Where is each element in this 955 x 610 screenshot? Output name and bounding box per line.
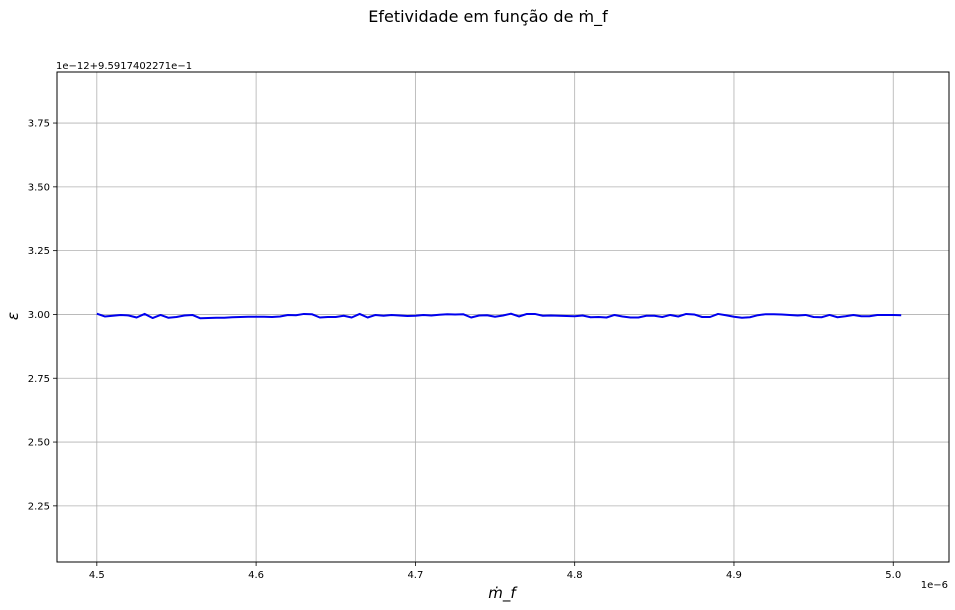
series-layer <box>96 312 902 320</box>
y-axis-label: ε <box>4 312 22 320</box>
x-tick-label: 4.8 <box>567 570 583 581</box>
x-offset-label: 1e−6 <box>921 580 948 591</box>
y-tick-label: 3.50 <box>28 182 50 193</box>
x-tick-layer: 4.5 4.6 4.7 4.8 4.9 5.0 <box>89 562 901 581</box>
x-tick-label: 5.0 <box>885 570 901 581</box>
x-tick-label: 4.7 <box>407 570 423 581</box>
x-tick-label: 4.6 <box>248 570 264 581</box>
x-axis-label: ṁ_f <box>488 584 518 603</box>
y-tick-label: 3.75 <box>28 119 50 130</box>
y-tick-label: 2.50 <box>28 438 50 449</box>
plot-frame <box>56 71 950 563</box>
x-tick-label: 4.9 <box>726 570 742 581</box>
y-tick-label: 2.75 <box>28 374 50 385</box>
y-tick-layer: 2.25 2.50 2.75 3.00 3.25 3.50 3.75 <box>28 119 57 512</box>
y-tick-label: 3.00 <box>28 310 50 321</box>
x-tick-label: 4.5 <box>89 570 105 581</box>
chart-title: Efetividade em função de ṁ_f <box>368 7 608 27</box>
y-tick-label: 3.25 <box>28 246 50 257</box>
series-line <box>96 312 902 320</box>
y-offset-label: 1e−12+9.5917402271e−1 <box>56 61 192 72</box>
y-tick-label: 2.25 <box>28 501 50 512</box>
